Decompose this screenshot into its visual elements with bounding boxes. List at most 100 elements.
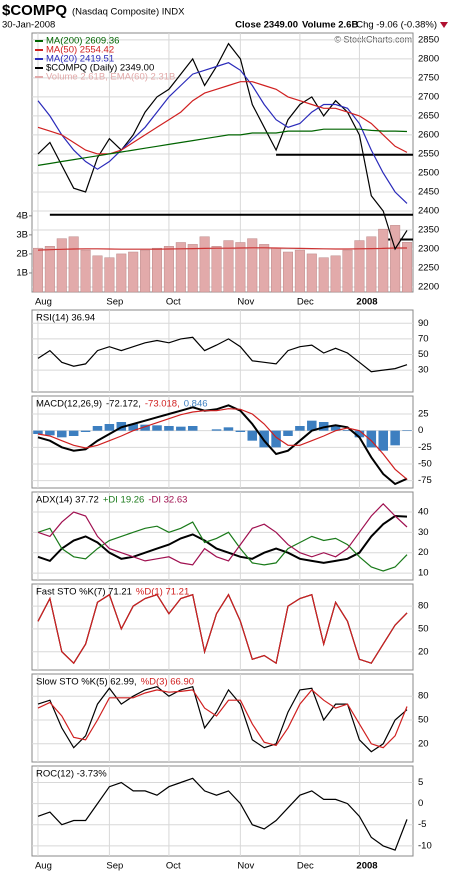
y-tick-label: 5 (418, 777, 423, 788)
series-line (37, 408, 408, 480)
y-tick-label: 20 (418, 738, 429, 749)
bar (187, 426, 198, 431)
bar (32, 247, 43, 293)
bar (259, 244, 270, 293)
close: Close 2349.00 (235, 20, 298, 31)
x-tick-label: Nov (237, 861, 254, 872)
bar (330, 255, 341, 293)
y-tick-label: 25 (418, 409, 429, 420)
legend-label: Slow STO %K(5) 62.99, (36, 677, 137, 688)
y-tick-label: -5 (418, 819, 426, 830)
volume: Volume 2.6B (302, 20, 358, 31)
bar (80, 249, 91, 293)
bar (235, 242, 246, 293)
series-line (37, 81, 408, 155)
bar (283, 430, 293, 436)
bar (390, 225, 401, 293)
legend-label: +DI 19.26 (103, 495, 144, 506)
y-tick-label: 30 (418, 365, 429, 376)
bar (390, 430, 400, 446)
x-tick-label: Aug (35, 297, 52, 308)
x-tick-label: Nov (237, 297, 254, 308)
bar (271, 430, 281, 448)
bar (235, 430, 246, 432)
bar (211, 429, 222, 431)
legend-label: ADX(14) 37.72 (36, 495, 99, 506)
legend-label: MA(200) 2609.36 (46, 36, 119, 47)
bar (330, 425, 341, 431)
y-tick-label: 2500 (418, 167, 439, 178)
y2-tick-label: 3B (16, 229, 28, 240)
bar (342, 249, 353, 293)
legend-label: ROC(12) -3.73% (36, 769, 107, 780)
series-line (37, 689, 408, 749)
series-line (37, 514, 408, 564)
bar (223, 427, 234, 431)
bar (318, 257, 329, 293)
legend-label: -DI 32.63 (148, 495, 187, 506)
y-tick-label: 20 (418, 646, 429, 657)
series-line (37, 128, 408, 166)
x-tick-label: Sep (106, 297, 123, 308)
legend-label: Fast STO %K(7) 71.21 (36, 587, 132, 598)
bar (354, 430, 365, 438)
bar (116, 253, 127, 293)
bar (104, 424, 115, 431)
bar (45, 430, 55, 436)
series-line (37, 62, 408, 204)
series-line (37, 685, 408, 753)
bar (164, 426, 174, 431)
legend-label: RSI(14) 36.94 (36, 313, 95, 324)
legend-label: -72.172, (106, 399, 141, 410)
x-tick-label: Oct (166, 297, 181, 308)
change: Chg -9.06 (-0.38%) (356, 20, 437, 31)
bar (354, 240, 365, 293)
y2-tick-label: 2B (16, 248, 28, 259)
bar (176, 426, 186, 431)
bar (366, 236, 377, 293)
series-line (37, 777, 408, 851)
y-tick-label: 2650 (418, 110, 439, 121)
bar (152, 425, 162, 431)
y-tick-label: 2550 (418, 148, 439, 159)
bar (175, 242, 186, 293)
y-tick-label: 0 (418, 425, 423, 436)
bar (104, 257, 115, 293)
y-tick-label: 80 (418, 691, 429, 702)
bar (223, 240, 234, 293)
bar (152, 247, 163, 293)
bar (140, 424, 150, 431)
bar (366, 430, 377, 448)
bar (211, 246, 222, 293)
legend-label: $COMPQ (Daily) 2349.00 (46, 63, 154, 74)
panel (31, 765, 414, 857)
y-tick-label: 10 (418, 568, 429, 579)
x-tick-label: 2008 (356, 861, 377, 872)
series-line (37, 336, 408, 373)
panel-title: MACD(12,26,9) (36, 399, 102, 410)
bar (128, 251, 139, 293)
y-tick-label: 50 (418, 714, 429, 725)
bar (199, 236, 210, 293)
y-tick-label: 2400 (418, 206, 439, 217)
bar (163, 246, 174, 293)
series-line (37, 247, 407, 251)
y-tick-label: 30 (418, 527, 429, 538)
bar (295, 426, 305, 431)
bar (80, 430, 91, 432)
y-tick-label: 2850 (418, 34, 439, 45)
symbol: $COMPQ (2, 2, 67, 19)
date: 30-Jan-2008 (2, 20, 55, 31)
bar (294, 249, 305, 293)
x-tick-label: 2008 (356, 297, 377, 308)
bar (140, 249, 151, 293)
bar (271, 247, 282, 293)
bar (68, 430, 79, 436)
bar (402, 430, 412, 431)
bar (378, 228, 389, 293)
y-tick-label: 2600 (418, 129, 439, 140)
y2-tick-label: 4B (16, 210, 28, 221)
series-line (37, 42, 408, 251)
y2-tick-label: 1B (16, 267, 28, 278)
x-tick-label: Aug (35, 861, 52, 872)
